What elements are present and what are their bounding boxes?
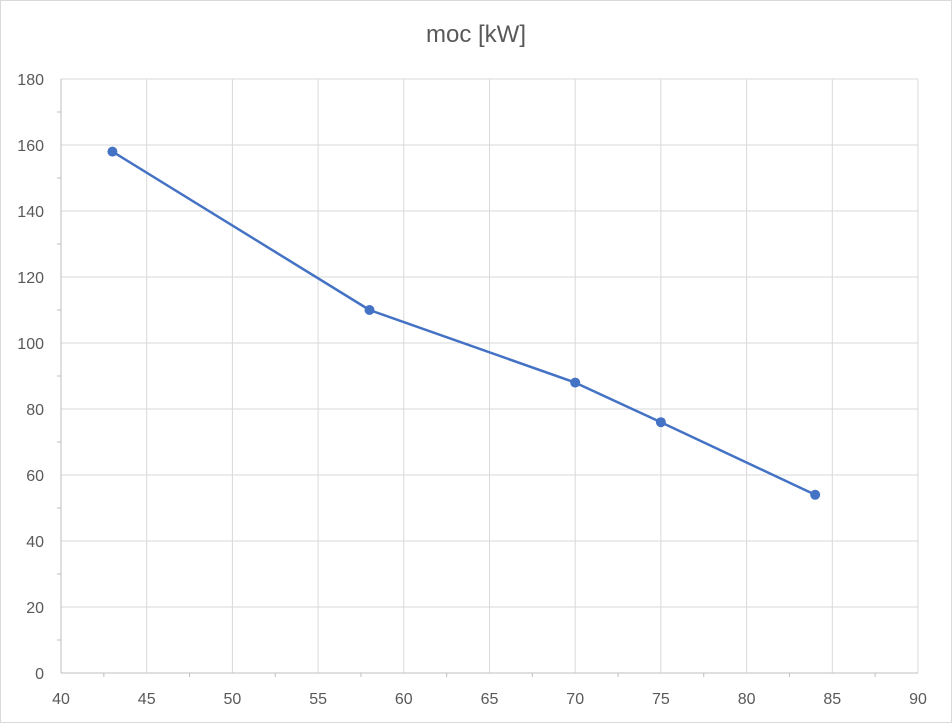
x-tick-label: 45 xyxy=(138,691,156,708)
x-tick-label: 55 xyxy=(309,691,327,708)
y-tick-label: 140 xyxy=(17,204,44,221)
x-tick-label: 85 xyxy=(823,691,841,708)
y-tick-label: 80 xyxy=(26,402,44,419)
x-tick-label: 65 xyxy=(481,691,499,708)
y-tick-label: 20 xyxy=(26,600,44,617)
data-point xyxy=(570,377,581,388)
data-point xyxy=(107,146,118,157)
x-tick-label: 40 xyxy=(52,691,70,708)
y-tick-label: 120 xyxy=(17,270,44,287)
x-tick-label: 90 xyxy=(909,691,927,708)
data-point xyxy=(655,417,666,428)
y-tick-label: 160 xyxy=(17,138,44,155)
x-tick-label: 50 xyxy=(224,691,242,708)
data-point xyxy=(810,489,821,500)
y-tick-label: 100 xyxy=(17,336,44,353)
y-tick-label: 40 xyxy=(26,534,44,551)
x-tick-label: 70 xyxy=(566,691,584,708)
series-line xyxy=(111,150,816,496)
x-tick-label: 75 xyxy=(652,691,670,708)
data-point xyxy=(364,305,375,315)
y-tick-label: 0 xyxy=(35,666,44,683)
chart-title: moc [kW] xyxy=(426,21,526,48)
y-tick-label: 60 xyxy=(26,468,44,485)
y-tick-label: 180 xyxy=(17,72,44,89)
x-tick-label: 60 xyxy=(395,691,413,708)
x-tick-label: 80 xyxy=(738,691,756,708)
